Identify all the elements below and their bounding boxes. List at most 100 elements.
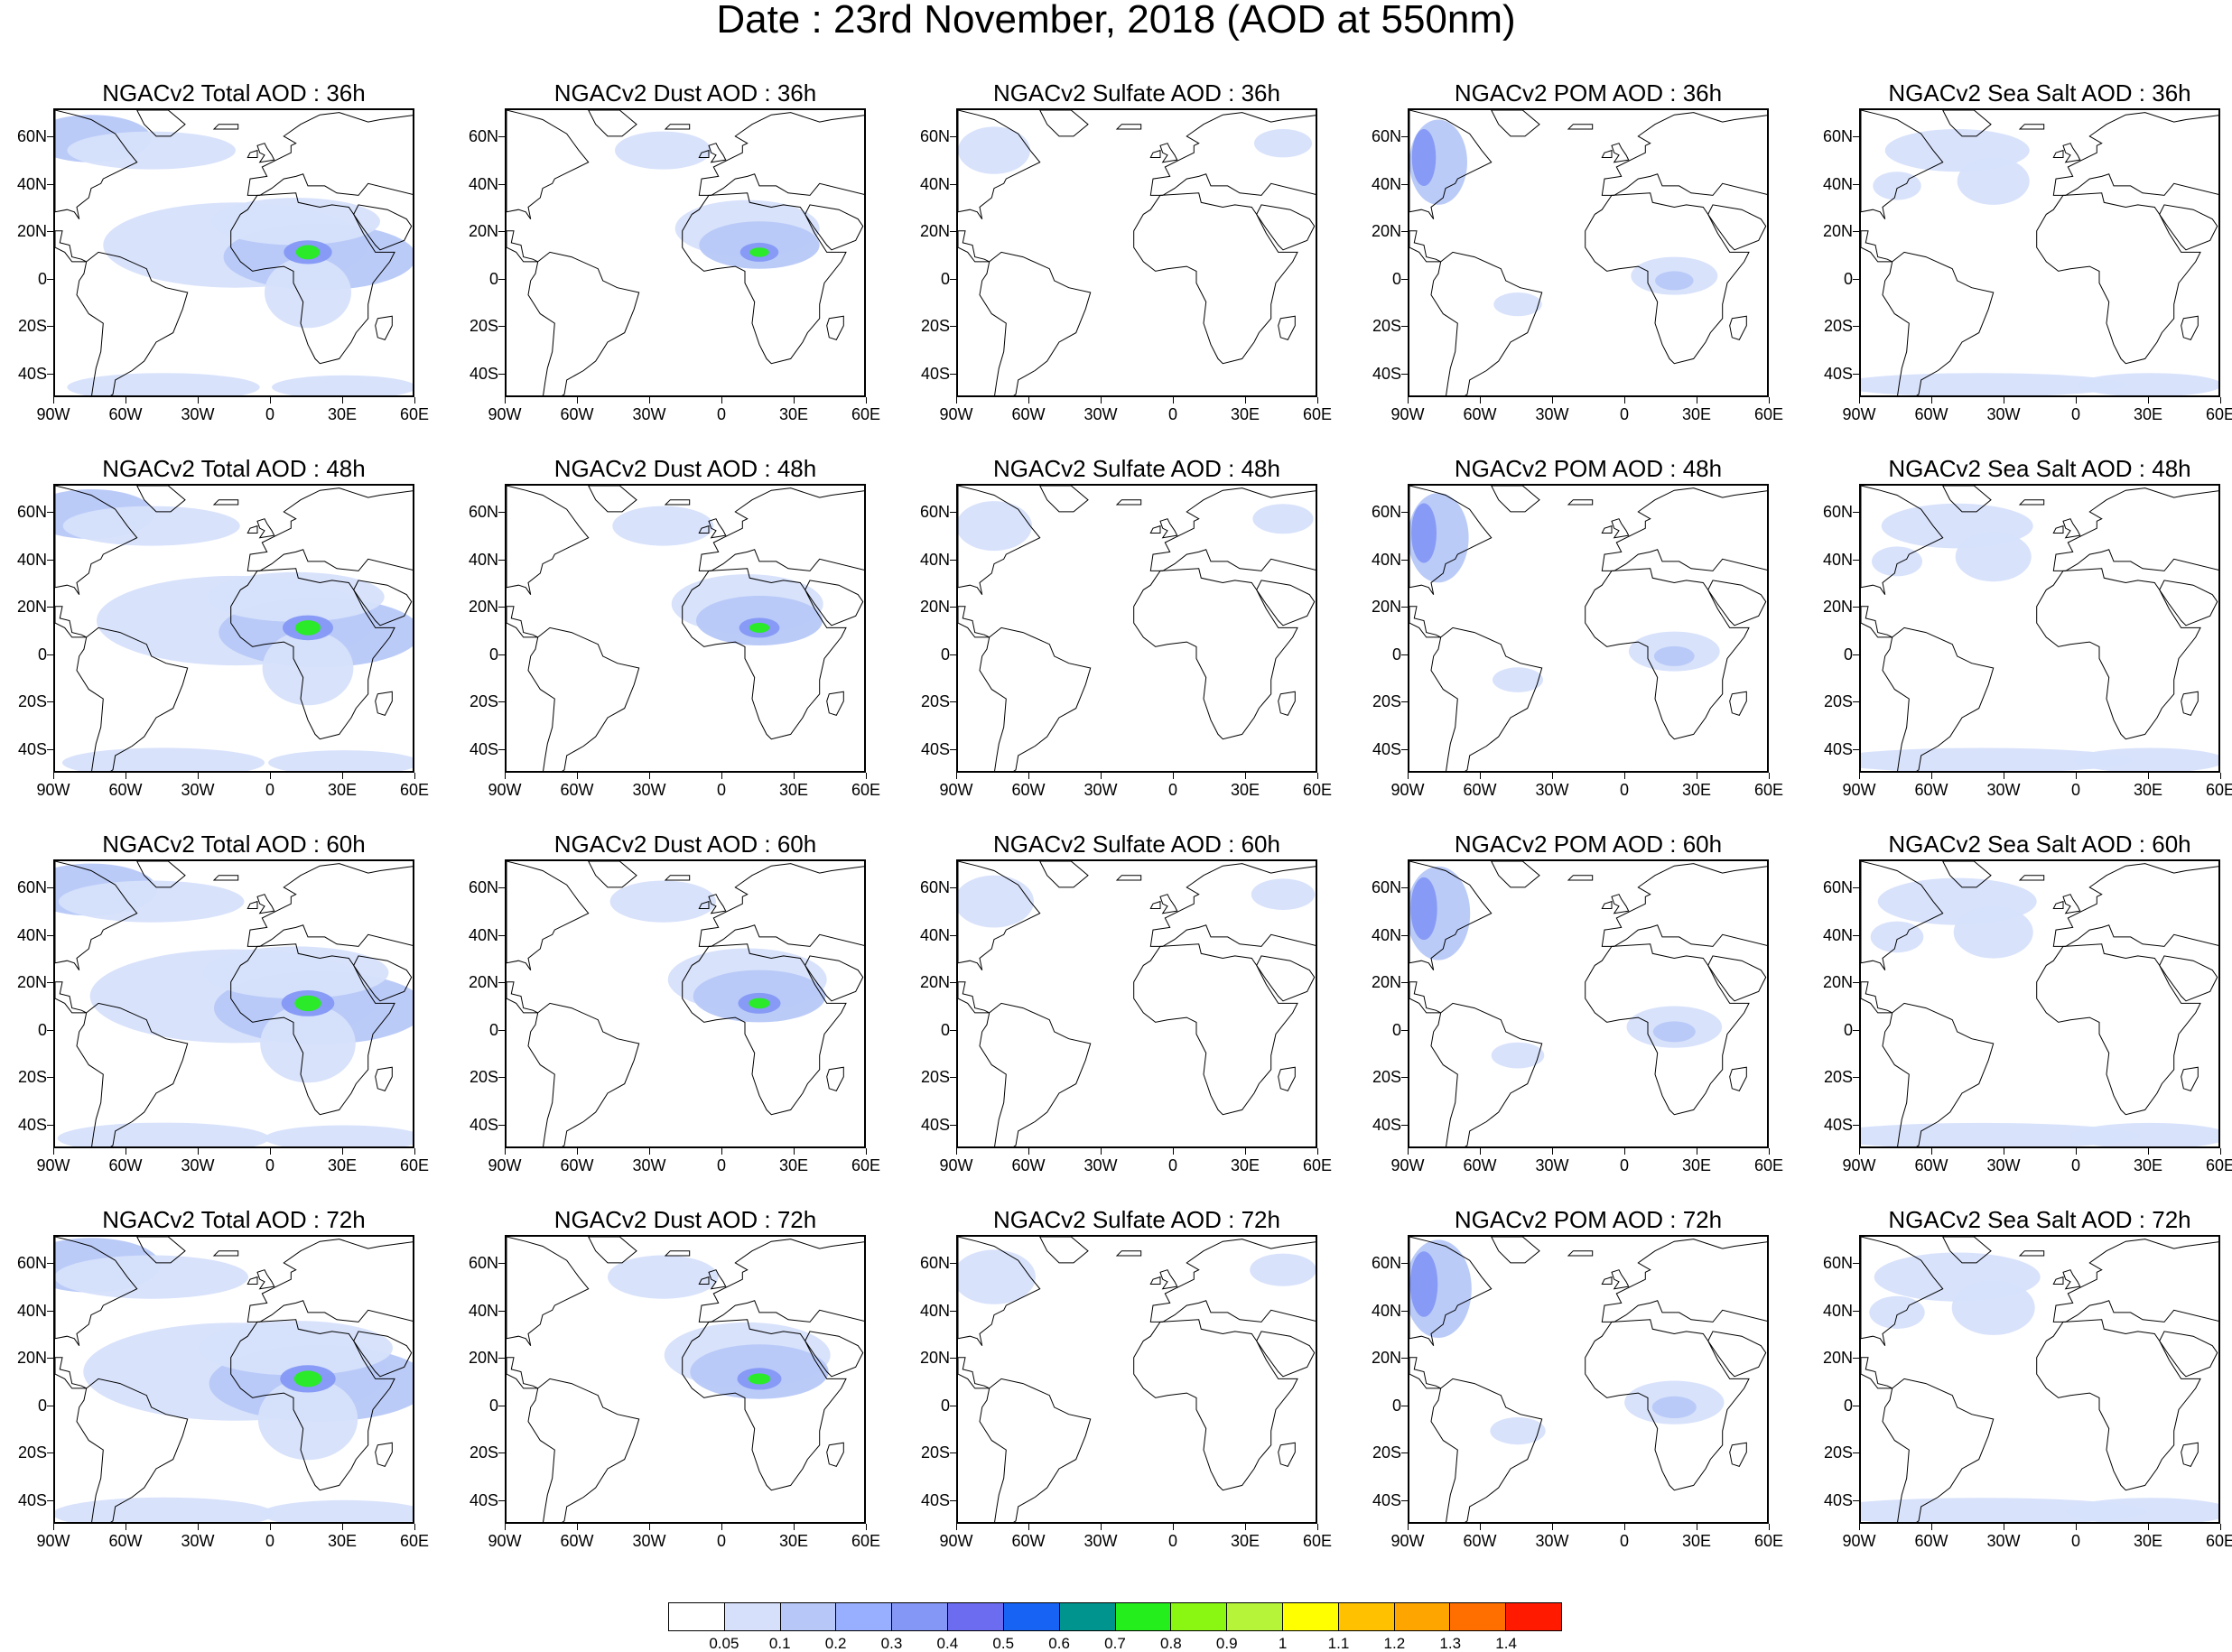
- lat-tick: [1853, 654, 1859, 655]
- coastline: [1585, 1319, 1750, 1491]
- coastline: [1861, 230, 1893, 263]
- lat-label: 40N: [1822, 174, 1853, 193]
- lat-label: 40S: [17, 1115, 47, 1134]
- lat-tick: [1401, 748, 1408, 750]
- coastline: [698, 149, 710, 158]
- lat-tick: [1401, 136, 1408, 138]
- lon-tick: [577, 773, 578, 779]
- lon-tick: [342, 773, 343, 779]
- lat-tick: [1853, 231, 1859, 233]
- lat-label: 40S: [469, 739, 498, 758]
- map-panel-dust-60h: NGACv2 Dust AOD : 60h 60N 40N 20N 0 20S 40S 90W…: [451, 832, 903, 1202]
- lat-tick: [1401, 887, 1408, 889]
- lon-tick: [1931, 1148, 1932, 1155]
- map-frame: [505, 859, 866, 1148]
- lon-tick: [1408, 1148, 1409, 1155]
- lat-label: 60N: [468, 127, 498, 146]
- map-panel-total-72h: NGACv2 Total AOD : 72h 60N 40N 20N 0 20S 40S 90…: [0, 1208, 451, 1578]
- coastline: [2052, 487, 2218, 571]
- lat-tick: [1401, 1263, 1408, 1265]
- coastline: [1585, 943, 1750, 1116]
- aerosol-patch: [612, 506, 714, 546]
- coastline: [2159, 955, 2218, 1002]
- lat-label: 0: [1391, 269, 1401, 288]
- coastline: [256, 1269, 275, 1290]
- lon-label: 60W: [1914, 1156, 1948, 1174]
- lat-tick: [498, 1499, 505, 1501]
- coastline: [958, 861, 1041, 970]
- coastline: [1039, 1237, 1089, 1264]
- coastline: [979, 626, 1092, 771]
- coastline: [1942, 110, 1992, 137]
- aerosol-patch: [615, 131, 711, 170]
- lat-label: 20N: [16, 973, 47, 992]
- coastline: [1149, 487, 1316, 571]
- map-frame: [1408, 1235, 1769, 1524]
- lat-tick: [1853, 748, 1859, 750]
- lat-tick: [47, 887, 53, 889]
- map-frame: [956, 484, 1317, 773]
- coastline: [979, 1378, 1092, 1522]
- coastline: [1256, 580, 1316, 626]
- lat-tick: [498, 1263, 505, 1265]
- lat-label: 60N: [1371, 878, 1401, 897]
- aerosol-patch: [1955, 532, 2032, 582]
- coastline: [353, 1331, 413, 1378]
- lat-tick: [498, 1124, 505, 1126]
- lat-tick: [47, 136, 53, 138]
- coastline: [246, 863, 413, 947]
- aerosol-patch: [1493, 292, 1542, 317]
- panel-title: NGACv2 Sulfate AOD : 36h: [993, 79, 1280, 107]
- coastline: [2159, 580, 2218, 626]
- coastline: [1942, 1237, 1992, 1264]
- lat-tick: [498, 512, 505, 514]
- lat-label: 20S: [469, 317, 498, 336]
- lat-label: 20N: [1822, 222, 1853, 241]
- coastline: [1256, 1331, 1316, 1378]
- aerosol-patch: [203, 946, 389, 999]
- lat-tick: [47, 1358, 53, 1360]
- coastline: [1729, 691, 1747, 717]
- lon-tick: [1769, 1148, 1770, 1155]
- colorbar-label: 1: [1278, 1635, 1288, 1652]
- coastline: [958, 1237, 1041, 1346]
- map-panel-pom-48h: NGACv2 POM AOD : 48h 60N 40N 20N 0 20S 40S 90W 6…: [1354, 457, 1806, 827]
- lat-tick: [1401, 278, 1408, 280]
- lat-tick: [47, 326, 53, 328]
- coastline: [230, 943, 395, 1116]
- lat-label: 40S: [17, 739, 47, 758]
- lon-label: 60W: [1463, 405, 1497, 423]
- aerosol-patch: [1651, 1396, 1697, 1418]
- lat-tick: [1853, 887, 1859, 889]
- lon-tick: [270, 1524, 271, 1530]
- coastline: [1491, 1237, 1540, 1264]
- lon-label: 30E: [1230, 781, 1260, 799]
- lon-tick: [1245, 773, 1246, 779]
- lon-label: 0: [716, 1532, 726, 1550]
- coastline: [1861, 861, 1944, 970]
- lat-label: 20S: [920, 317, 950, 336]
- lon-tick: [1480, 1148, 1481, 1155]
- lon-label: 0: [1619, 405, 1629, 423]
- lon-tick: [198, 1148, 199, 1155]
- coastline: [826, 315, 844, 341]
- panel-title: NGACv2 Total AOD : 60h: [102, 831, 366, 858]
- aerosol-patch: [1655, 271, 1694, 291]
- lon-label: 60W: [1011, 405, 1046, 423]
- lat-label: 40N: [919, 550, 950, 569]
- lon-label: 30W: [181, 405, 215, 423]
- aod-map: [1409, 861, 1767, 1146]
- lat-tick: [47, 373, 53, 375]
- lon-label: 60E: [399, 405, 430, 423]
- coastline: [1115, 124, 1142, 130]
- lon-tick: [1859, 1524, 1860, 1530]
- lat-tick: [498, 136, 505, 138]
- coastline: [1567, 1250, 1594, 1257]
- lat-label: 0: [488, 645, 498, 664]
- coastline: [1601, 149, 1613, 158]
- coastline: [507, 486, 590, 595]
- coastline: [664, 875, 691, 881]
- coastline: [55, 1357, 87, 1389]
- aod-map: [958, 486, 1316, 771]
- lat-label: 40N: [16, 1301, 47, 1320]
